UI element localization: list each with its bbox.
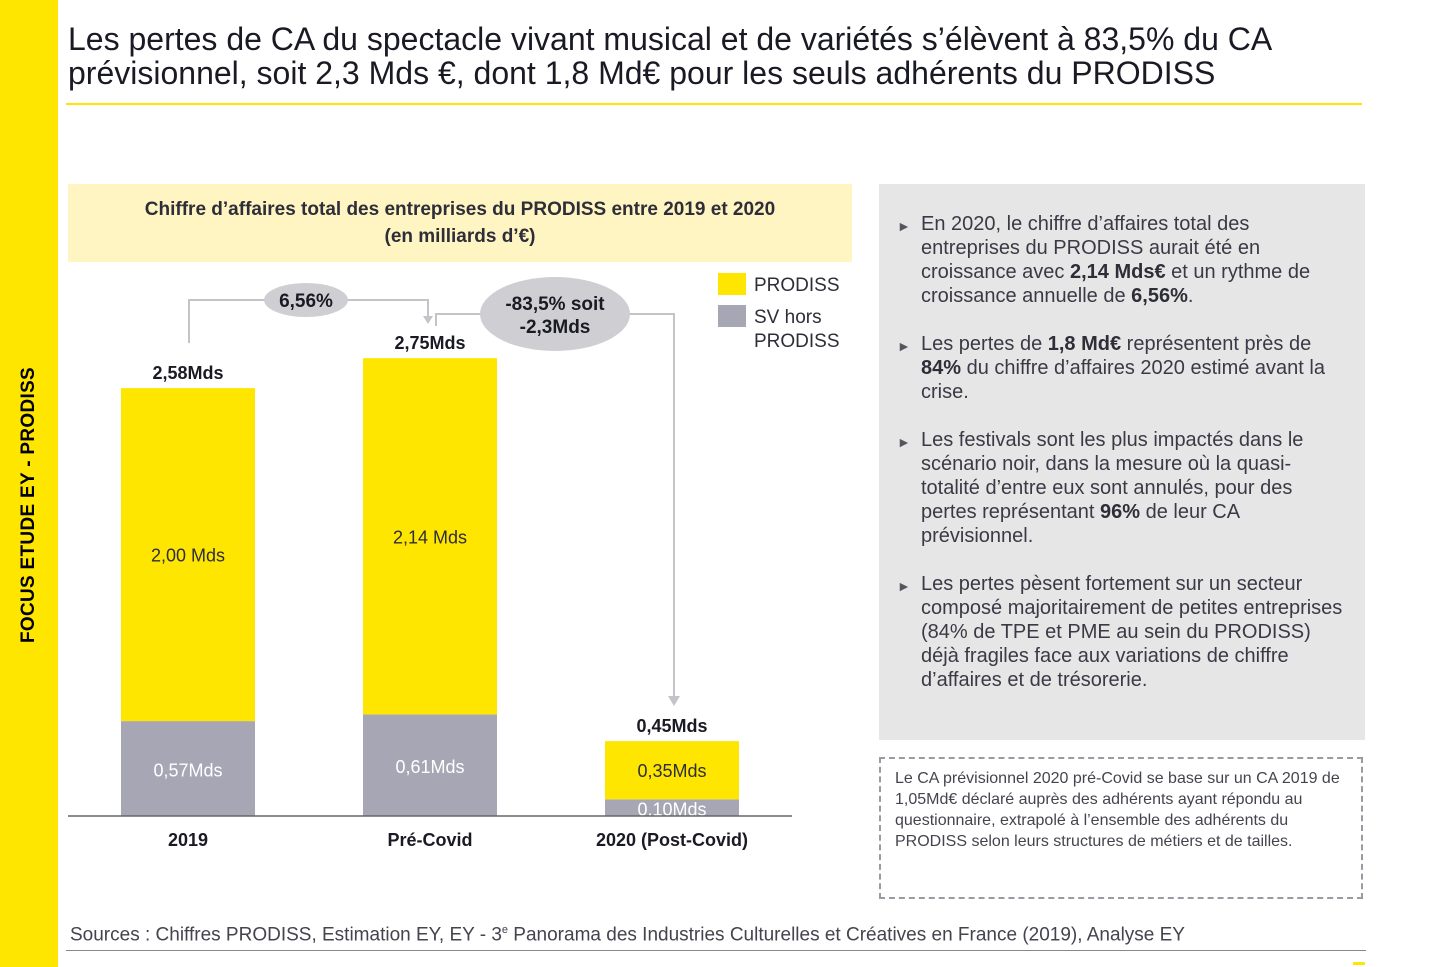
- bullet-item: ► Les pertes pèsent fortement sur un sect…: [897, 572, 1347, 692]
- bullet-text: Les pertes pèsent fortement sur un secte…: [921, 572, 1347, 692]
- bullet-run: Les festivals sont les plus impactés dan…: [921, 429, 1304, 523]
- bullet-arrow-icon: ►: [897, 578, 911, 594]
- bullet-run: 84%: [921, 357, 962, 379]
- chart-title: Chiffre d’affaires total des entreprises…: [144, 199, 776, 220]
- x-tick-label: Pré-Covid: [387, 830, 472, 850]
- bullet-item: ► Les festivals sont les plus impactés da…: [897, 428, 1347, 548]
- loss-bubble: [480, 277, 630, 351]
- bullet-item: ► En 2020, le chiffre d’affaires total de…: [897, 212, 1347, 308]
- legend-swatch-sv-hors-prodiss: [718, 305, 746, 327]
- total-label: 0,45Mds: [636, 716, 707, 736]
- x-tick-label: 2019: [168, 830, 208, 850]
- sources-text: Sources : Chiffres PRODISS, Estimation E…: [70, 924, 502, 946]
- bar-prodiss: [605, 741, 739, 800]
- bullet-run: En 2020, le chiffre d’affaires total des…: [921, 213, 1261, 283]
- total-label: 2,58Mds: [152, 363, 223, 383]
- bullet-arrow-icon: ►: [897, 434, 911, 450]
- bullet-run: du chiffre d’affaires 2020 estimé avant …: [921, 357, 1325, 403]
- data-label-sv-hors-prodiss: 0,10Mds: [637, 800, 706, 820]
- sources-text-end: Panorama des Industries Culturelles et C…: [508, 924, 1185, 946]
- corner-mark: [1353, 962, 1365, 965]
- loss-arrowhead-icon: [668, 696, 680, 706]
- bullet-arrow-icon: ►: [897, 338, 911, 354]
- data-label-prodiss: 0,35Mds: [637, 761, 706, 781]
- data-label-prodiss: 2,00 Mds: [151, 546, 225, 566]
- info-panel: ► En 2020, le chiffre d’affaires total de…: [879, 184, 1365, 740]
- bullet-text: En 2020, le chiffre d’affaires total des…: [921, 212, 1347, 308]
- bullet-run: .: [1187, 285, 1194, 307]
- chart-header: Chiffre d’affaires total des entreprises…: [68, 184, 852, 262]
- loss-bubble-text: -83,5% soit: [505, 294, 605, 315]
- bullet-list: ► En 2020, le chiffre d’affaires total de…: [879, 184, 1365, 692]
- methodology-note: Le CA prévisionnel 2020 pré-Covid se bas…: [879, 757, 1363, 899]
- bullet-run: Les pertes pèsent fortement sur un secte…: [921, 573, 1343, 691]
- sources-footer: Sources : Chiffres PRODISS, Estimation E…: [70, 924, 1185, 946]
- total-label: 2,75Mds: [394, 333, 465, 353]
- growth-arrowhead-icon: [423, 316, 433, 324]
- legend-swatch-prodiss: [718, 273, 746, 295]
- x-tick-label: 2020 (Post-Covid): [596, 830, 748, 850]
- data-label-prodiss: 2,14 Mds: [393, 527, 467, 547]
- growth-bubble: [264, 283, 348, 317]
- bar-prodiss: [121, 388, 255, 722]
- data-label-sv-hors-prodiss: 0,57Mds: [153, 761, 222, 781]
- bullet-run: de leur CA prévisionnel.: [921, 501, 1239, 547]
- bar-sv-hors-prodiss: [605, 799, 739, 816]
- bullet-run: Les pertes de: [921, 333, 1048, 355]
- growth-bubble-text: 6,56%: [279, 291, 333, 312]
- loss-bubble-text: -2,3Mds: [520, 317, 591, 338]
- chart-subtitle: (en milliards d’€): [384, 226, 536, 247]
- bullet-run: 96%: [1100, 501, 1141, 523]
- bar-sv-hors-prodiss: [121, 721, 255, 816]
- title-underline: [66, 103, 1362, 105]
- bar-prodiss: [363, 358, 497, 715]
- bullet-text: Les festivals sont les plus impactés dan…: [921, 428, 1347, 548]
- bullet-item: ► Les pertes de 1,8 Md€ représentent près…: [897, 332, 1347, 404]
- bar-sv-hors-prodiss: [363, 714, 497, 816]
- data-label-sv-hors-prodiss: 0,61Mds: [395, 757, 464, 777]
- bullet-run: représentent près de: [1121, 333, 1312, 355]
- bullet-arrow-icon: ►: [897, 218, 911, 234]
- bullet-text: Les pertes de 1,8 Md€ représentent près …: [921, 332, 1347, 404]
- bullet-run: 6,56%: [1131, 285, 1188, 307]
- bullet-run: 1,8 Md€: [1047, 333, 1122, 355]
- side-band: [0, 0, 58, 967]
- page-title: Les pertes de CA du spectacle vivant mus…: [68, 21, 1271, 91]
- sources-superscript: e: [501, 924, 509, 936]
- legend-label-prodiss: PRODISS: [754, 275, 840, 296]
- bottom-rule: [66, 950, 1366, 951]
- legend-label-sv-hors-prodiss: SV hors: [754, 307, 822, 328]
- bullet-run: 2,14 Mds€: [1069, 261, 1166, 283]
- legend-label-sv-hors-prodiss: PRODISS: [754, 331, 840, 352]
- bullet-run: et un rythme de croissance annuelle de: [921, 261, 1311, 307]
